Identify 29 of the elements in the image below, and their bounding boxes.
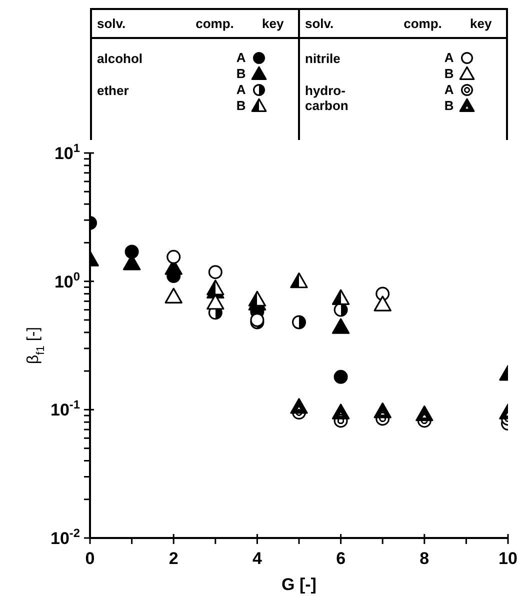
text: nitrile [304, 50, 342, 68]
text: solv. [97, 16, 126, 31]
legend-label: B [235, 97, 247, 113]
text: solv. [305, 16, 334, 31]
text: hydro-carbon [304, 82, 350, 113]
legend-label: A [443, 81, 455, 97]
x-tick-label: 0 [85, 549, 95, 568]
x-tick-label: 4 [252, 549, 262, 568]
text: ether [96, 82, 130, 100]
legend-label: A [235, 81, 247, 97]
legend-label: A [235, 49, 247, 65]
y-tick-label: 10$^{-2}$ [50, 526, 80, 548]
x-axis-title: G [-] [282, 575, 316, 594]
y-tick-label: 10$^{-1}$ [50, 398, 80, 420]
text: key [470, 16, 492, 31]
text: key [262, 16, 284, 31]
x-tick-label: 10 [498, 549, 518, 568]
x-tick-label: 6 [336, 549, 346, 568]
y-tick-label: 10$^{1}$ [54, 141, 80, 163]
legend-label: B [235, 65, 247, 81]
legend-label: B [443, 65, 455, 81]
legend-label: B [443, 97, 455, 113]
text: comp. [404, 16, 442, 31]
text: alcohol [96, 50, 144, 68]
x-tick-label: 2 [168, 549, 178, 568]
x-tick-label: 8 [420, 549, 430, 568]
text: comp. [196, 16, 234, 31]
y-tick-label: 10$^{0}$ [54, 269, 80, 292]
legend-label: A [443, 49, 455, 65]
